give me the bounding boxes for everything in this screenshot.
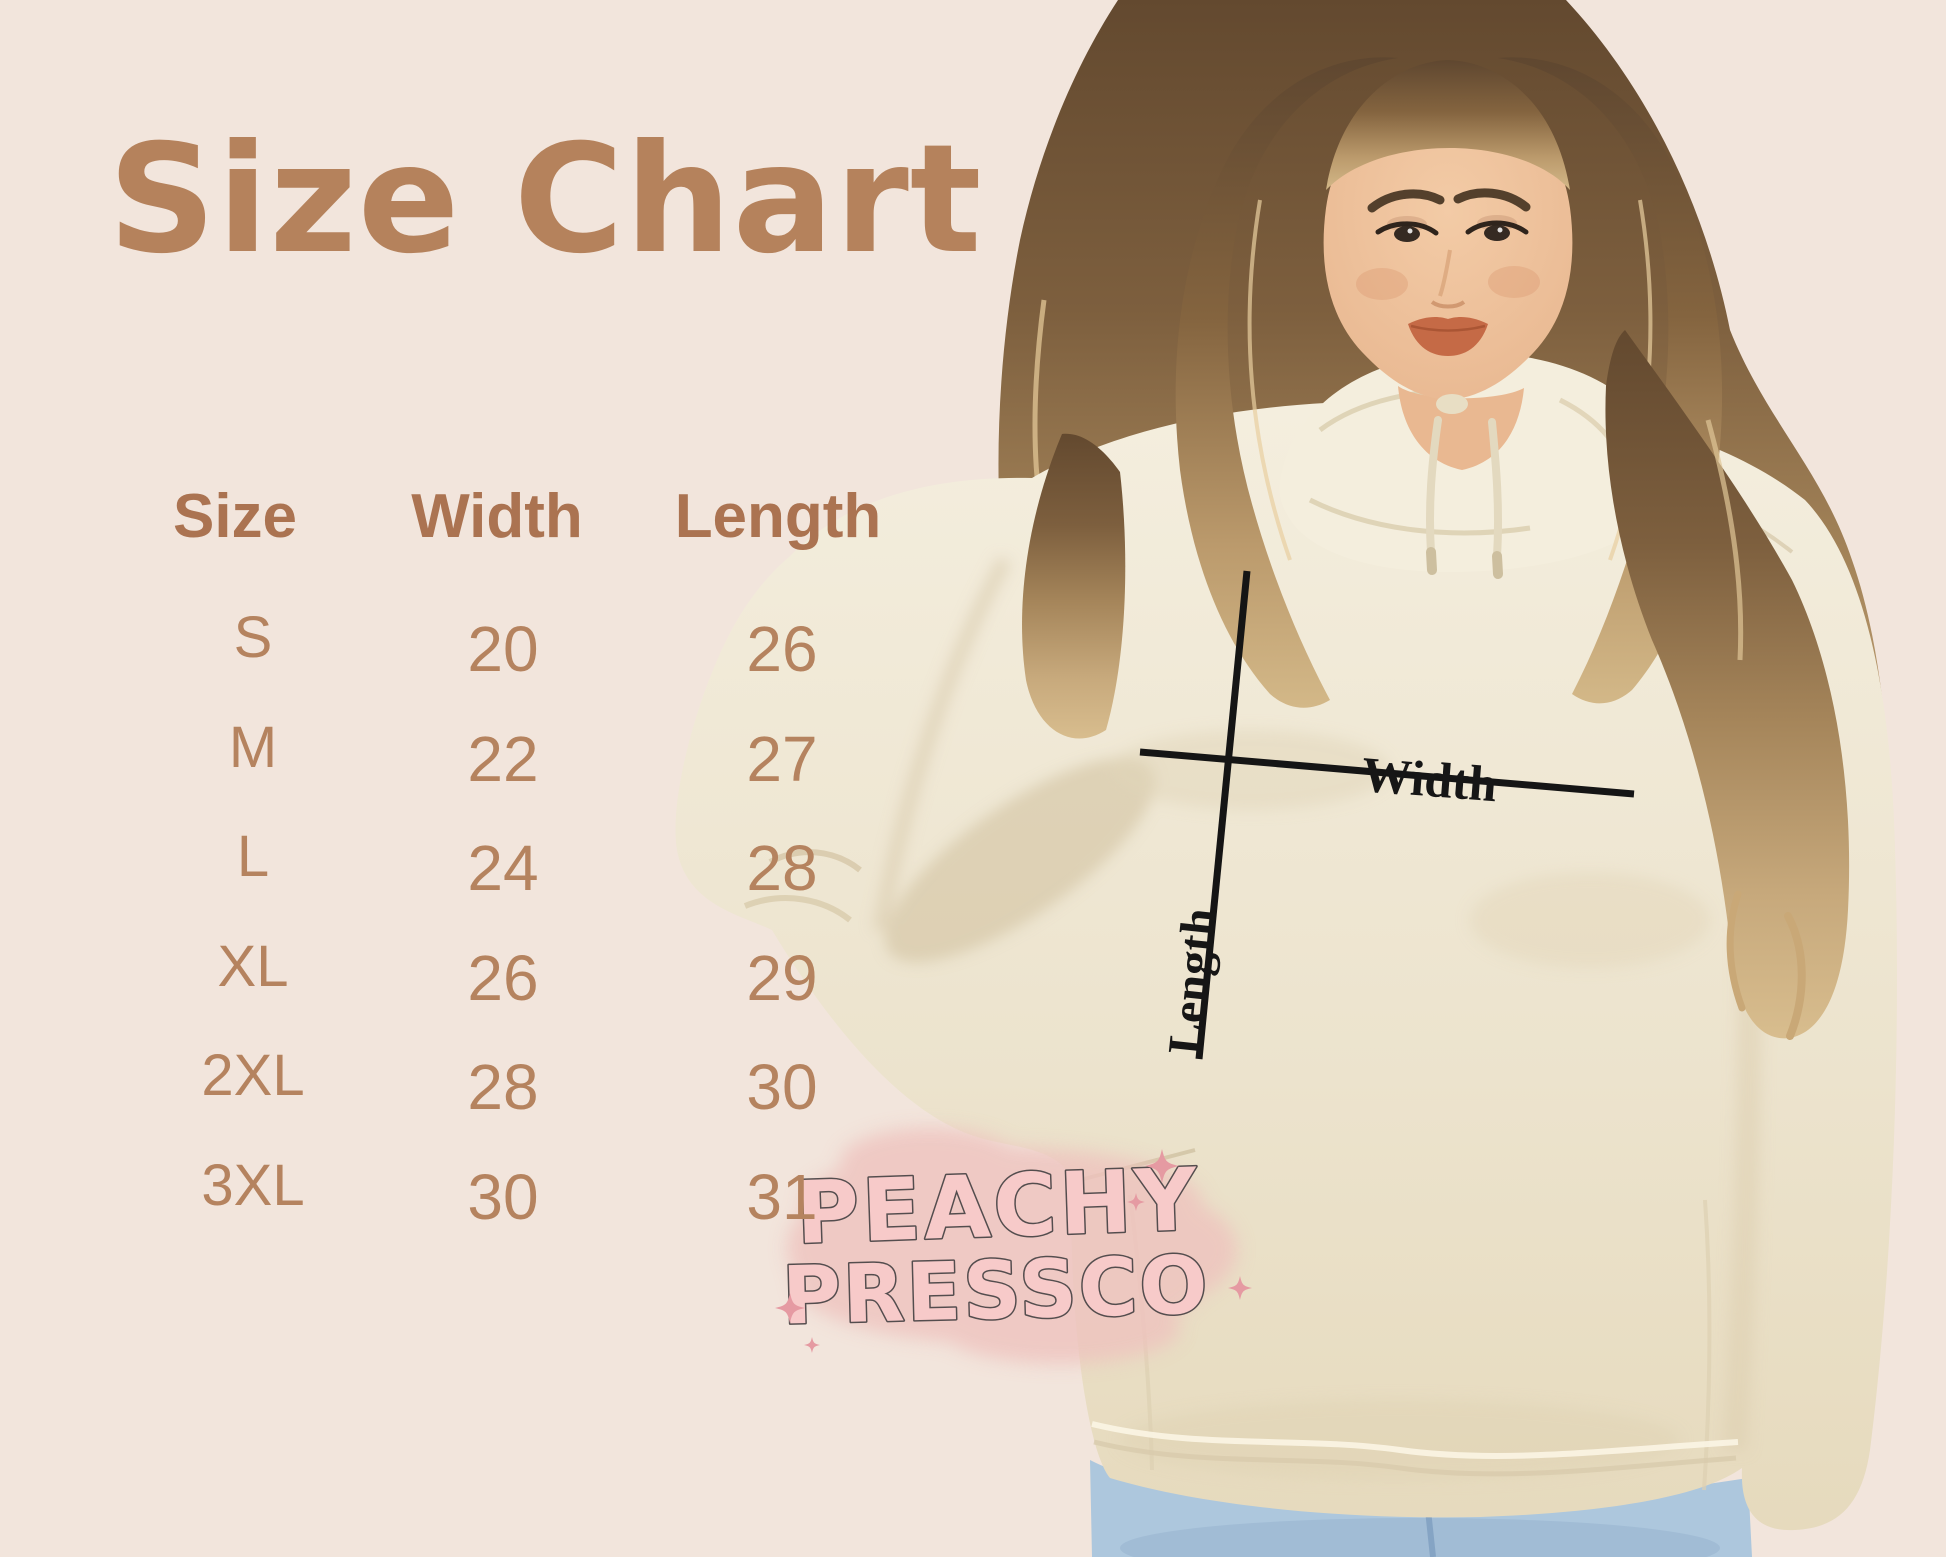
watermark-watercolor-blob xyxy=(787,1128,1237,1364)
size-cell: 3XL xyxy=(201,1152,305,1218)
length-cell: 26 xyxy=(746,613,818,685)
face xyxy=(1323,60,1573,400)
hair-front xyxy=(1022,57,1850,1040)
length-cell: 31 xyxy=(746,1160,818,1233)
width-cell: 24 xyxy=(467,832,539,904)
lips xyxy=(1408,316,1488,356)
length-cell: 29 xyxy=(746,941,818,1014)
length-cell: 28 xyxy=(746,832,818,904)
size-cell: M xyxy=(228,714,278,780)
watermark: PEACHY PRESSCO xyxy=(775,1128,1252,1364)
left-eyebrow xyxy=(1367,189,1445,213)
length-cell: 27 xyxy=(746,722,818,795)
length-line xyxy=(1195,570,1251,1060)
right-eye xyxy=(1484,225,1510,241)
width-cell: 28 xyxy=(467,1051,539,1123)
page-title: Size Chart xyxy=(108,113,983,287)
width-line xyxy=(1139,748,1635,798)
width-cell: 20 xyxy=(467,613,539,685)
column-header-size: Size xyxy=(172,482,298,551)
size-cell: 2XL xyxy=(201,1043,305,1108)
size-cell: XL xyxy=(217,933,289,999)
right-eyebrow xyxy=(1453,188,1531,212)
size-cell: L xyxy=(236,824,270,889)
width-cell: 30 xyxy=(467,1160,539,1233)
width-cell: 26 xyxy=(467,941,539,1014)
hood-drawstrings xyxy=(1425,394,1503,579)
width-label: Width xyxy=(1360,746,1499,812)
left-eye xyxy=(1394,226,1420,242)
width-cell: 22 xyxy=(467,722,539,795)
column-header-width: Width xyxy=(411,482,583,551)
watermark-line1: PEACHY xyxy=(794,1150,1201,1264)
length-cell: 30 xyxy=(746,1051,818,1123)
size-cell: S xyxy=(233,605,273,670)
watermark-line2: PRESSCO xyxy=(781,1238,1211,1342)
hair-cap xyxy=(1326,60,1570,190)
column-header-length: Length xyxy=(674,482,882,551)
